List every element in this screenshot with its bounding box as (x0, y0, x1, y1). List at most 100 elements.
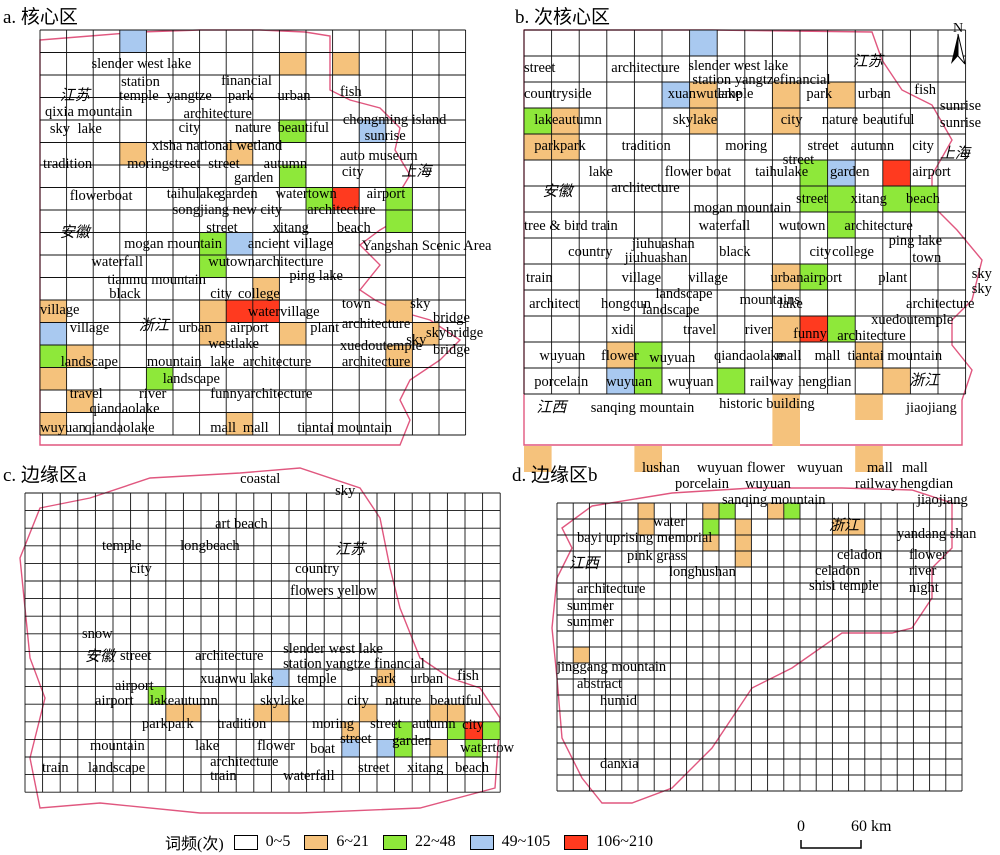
grid-cell (634, 342, 662, 368)
word-label: urban (770, 270, 804, 286)
scale-zero: 0 (797, 818, 805, 835)
grid-cell (855, 446, 883, 472)
grid-cell (772, 108, 800, 134)
word-label: village (688, 270, 727, 286)
word-label: water (653, 514, 685, 530)
grid-cell (800, 186, 828, 212)
word-label: yandang shan (897, 526, 977, 542)
word-label: river (909, 563, 937, 579)
north-arrow-icon: N (951, 21, 966, 65)
grid-cell (306, 187, 333, 210)
word-label: village (40, 302, 79, 318)
grid-cell (689, 82, 718, 108)
grid-cell (279, 52, 306, 75)
grid-cell (394, 739, 413, 757)
word-label: sunrise (940, 115, 981, 131)
grid-cell (689, 30, 718, 56)
word-label: street (208, 156, 239, 172)
word-label: flower boat (665, 164, 731, 180)
grid-cell (702, 535, 719, 551)
word-label: tradition (217, 716, 267, 732)
word-label: architect (529, 296, 579, 312)
grid-cell (634, 368, 662, 394)
word-label: moringstreet (127, 156, 200, 172)
word-label: landscape (163, 371, 220, 387)
word-label: nature (235, 120, 271, 136)
grid-cell (827, 160, 856, 186)
word-label: airport (367, 186, 406, 202)
word-label: tiantai mountain (847, 348, 942, 364)
grid-cell (119, 142, 147, 165)
word-label: waterfall (283, 768, 335, 784)
legend-item: 22~48 (382, 833, 456, 851)
word-label: bayi uprising memorial (577, 530, 712, 546)
grid-cell (199, 255, 227, 278)
grid-cell (226, 142, 253, 165)
grid-cell (735, 535, 752, 551)
word-label: humid (600, 693, 638, 709)
province-label: 安徽 (60, 224, 92, 241)
word-label: urban (410, 671, 444, 687)
word-label: parkpark (534, 138, 586, 154)
word-label: city (781, 112, 803, 128)
legend: 词频(次) 0~5 6~21 22~48 49~105 106~210 (165, 830, 667, 854)
word-label: longbeach (180, 538, 240, 554)
word-label: lushan (642, 460, 681, 476)
word-label: qiandaolake (85, 420, 155, 436)
word-label: xuanwu lake (668, 86, 742, 102)
word-label: waterfall (91, 254, 143, 270)
word-label: railway (750, 374, 794, 390)
grid-cell (772, 316, 800, 342)
province-label: 安徽 (542, 183, 574, 200)
grid-cell (146, 367, 173, 390)
word-label: station yangtze financial (283, 656, 425, 672)
north-label: N (953, 21, 963, 36)
grid-cell (359, 120, 386, 143)
grid-cell (332, 52, 360, 75)
word-label: street (370, 716, 401, 732)
grid-cell (634, 446, 662, 472)
legend-item: 6~21 (304, 833, 369, 851)
word-label: town (342, 296, 372, 312)
word-label: train (210, 768, 237, 784)
grid-cell (429, 704, 448, 722)
word-label: station (121, 74, 160, 90)
word-label: wuyuan (745, 476, 792, 492)
word-label: mogan mountain (693, 200, 792, 216)
word-label: watertow (460, 740, 514, 756)
grid-cell (910, 186, 938, 212)
word-label: wuyuan (668, 374, 715, 390)
word-label: countryside (524, 86, 592, 102)
word-label: airport (95, 693, 134, 709)
word-label: village (70, 320, 109, 336)
grid-cell (226, 412, 253, 435)
word-label: architecture (611, 60, 679, 76)
grid-cell (377, 669, 395, 687)
grid-cell (832, 519, 849, 535)
grid-cell (119, 30, 147, 53)
word-label: mountains (740, 292, 801, 308)
word-label: mountain (90, 738, 146, 754)
word-label: lake (195, 738, 219, 754)
grid-cell (377, 739, 395, 757)
word-label: river (139, 386, 167, 402)
word-label: city (347, 693, 369, 709)
word-label: street (340, 731, 371, 747)
grid-cell (332, 187, 360, 210)
grid-cell (855, 342, 883, 368)
word-label: slender west lake (91, 56, 191, 72)
word-label: wuyuan (649, 350, 696, 366)
word-label: landscape (655, 286, 712, 302)
word-label: flowers yellow (290, 583, 377, 599)
word-label: financial (221, 73, 272, 89)
word-label: xuedoutemple (871, 312, 953, 328)
grid-cell (40, 367, 67, 390)
legend-swatch (469, 834, 494, 850)
panel-title-fringe-a: c. 边缘区a (3, 465, 87, 486)
word-label: mall (902, 460, 928, 476)
word-label: tiantai mountain (297, 420, 392, 436)
word-label: architecture (210, 754, 278, 770)
grid-cell (66, 390, 94, 413)
grid-cell (848, 519, 865, 535)
grid-lines (556, 502, 963, 792)
